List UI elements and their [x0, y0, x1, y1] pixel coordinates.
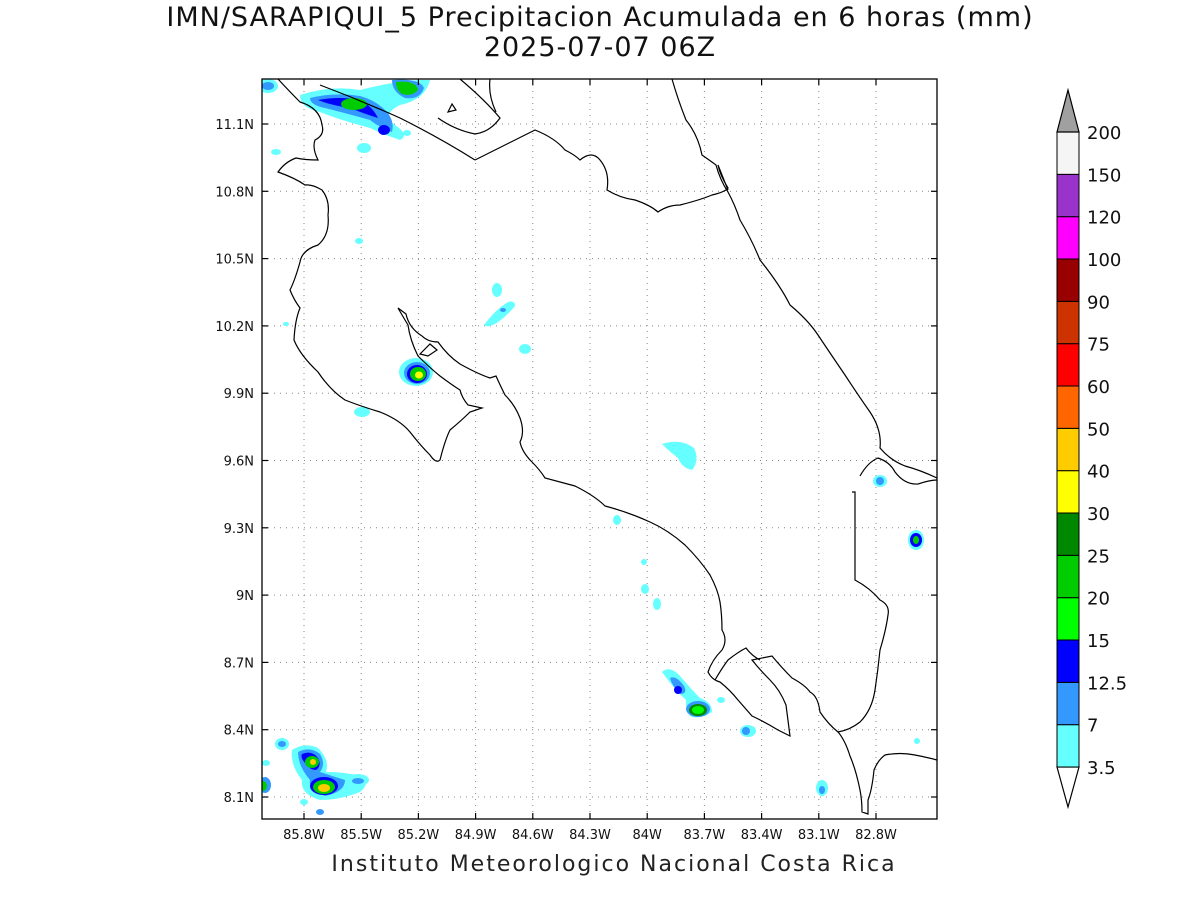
lon-tick-label: 83.4W — [741, 828, 783, 843]
colorbar-label: 50 — [1087, 419, 1110, 440]
lat-tick-label: 8.1N — [224, 791, 254, 806]
colorbar-label: 12.5 — [1087, 673, 1127, 694]
colorbar-segment — [1056, 470, 1080, 514]
lon-tick-label: 83.7W — [683, 828, 725, 843]
footer-credit: Instituto Meteorologico Nacional Costa R… — [331, 852, 897, 877]
lon-tick-label: 85.8W — [283, 828, 325, 843]
colorbar-label: 20 — [1087, 589, 1110, 610]
lon-tick-label: 85.5W — [340, 828, 382, 843]
colorbar-segment — [1056, 173, 1080, 218]
lat-tick-label: 10.2N — [215, 320, 254, 335]
colorbar-label: 3.5 — [1087, 758, 1116, 779]
lon-tick-label: 84.6W — [512, 828, 554, 843]
colorbar-segment — [1056, 554, 1080, 599]
longitude-axis: 85.8W 85.5W 85.2W 84.9W 84.6W 84.3W 84W 83.7W 83… — [283, 79, 897, 843]
colorbar-segment — [1056, 216, 1080, 260]
colorbar-label: 120 — [1087, 208, 1121, 229]
lon-tick-label: 83.1W — [798, 828, 840, 843]
lat-tick-label: 9.3N — [224, 522, 254, 537]
colorbar-segment — [1056, 300, 1080, 345]
coastline — [277, 79, 937, 815]
colorbar-label: 200 — [1087, 123, 1121, 144]
colorbar-label: 30 — [1087, 504, 1110, 525]
colorbar-label: 90 — [1087, 292, 1110, 313]
latitude-axis: 11.1N 10.8N 10.5N 10.2N 9.9N 9.6N 9.3N 9N 8.7N 8.… — [215, 118, 937, 806]
lat-tick-label: 8.7N — [224, 656, 254, 671]
colorbar-label: 150 — [1087, 165, 1121, 186]
colorbar-segment — [1056, 343, 1080, 387]
colorbar-segment — [1056, 597, 1080, 641]
colorbar-segment — [1056, 724, 1080, 768]
colorbar-segment — [1056, 639, 1080, 683]
colorbar-label: 7 — [1087, 716, 1098, 737]
map-gridlines — [262, 79, 937, 819]
plot-frame — [261, 78, 938, 820]
colorbar-overflow-arrow — [1056, 87, 1080, 133]
colorbar-segment — [1056, 258, 1080, 302]
colorbar-label: 60 — [1087, 377, 1110, 398]
lon-tick-label: 84W — [632, 828, 662, 843]
colorbar-label: 25 — [1087, 546, 1110, 567]
lon-tick-label: 85.2W — [397, 828, 439, 843]
rain-cell-northwest — [262, 79, 430, 326]
colorbar-label: 40 — [1087, 462, 1110, 483]
lon-tick-label: 84.9W — [455, 828, 497, 843]
colorbar-underflow-arrow — [1056, 766, 1080, 810]
lat-tick-label: 8.4N — [224, 724, 254, 739]
colorbar-segment — [1056, 427, 1080, 472]
lat-tick-label: 9N — [236, 589, 254, 604]
lat-tick-label: 9.6N — [224, 455, 254, 470]
rain-cell-southwest — [262, 738, 369, 815]
colorbar-segment — [1056, 131, 1080, 175]
lat-tick-label: 10.5N — [215, 253, 254, 268]
lat-tick-label: 10.8N — [215, 185, 254, 200]
map-datetime: 2025-07-07 06Z — [483, 32, 717, 63]
colorbar-segment — [1056, 512, 1080, 556]
rain-cell-central — [354, 283, 697, 610]
rain-cell-south — [662, 475, 924, 796]
colorbar-segment — [1056, 385, 1080, 429]
colorbar-segment — [1056, 681, 1080, 726]
colorbar-label: 15 — [1087, 631, 1110, 652]
lat-tick-label: 11.1N — [215, 118, 254, 133]
colorbar: 3.5 7 12.5 15 20 25 30 40 50 60 75 90 100 120 150 200 — [1056, 87, 1127, 810]
lat-tick-label: 9.9N — [224, 387, 254, 402]
colorbar-label: 75 — [1087, 335, 1110, 356]
lon-tick-label: 82.8W — [855, 828, 897, 843]
map-title: IMN/SARAPIQUI_5 Precipitacion Acumulada … — [166, 2, 1034, 33]
lon-tick-label: 84.3W — [569, 828, 611, 843]
colorbar-label: 100 — [1087, 250, 1121, 271]
precipitation-areas — [262, 79, 924, 815]
